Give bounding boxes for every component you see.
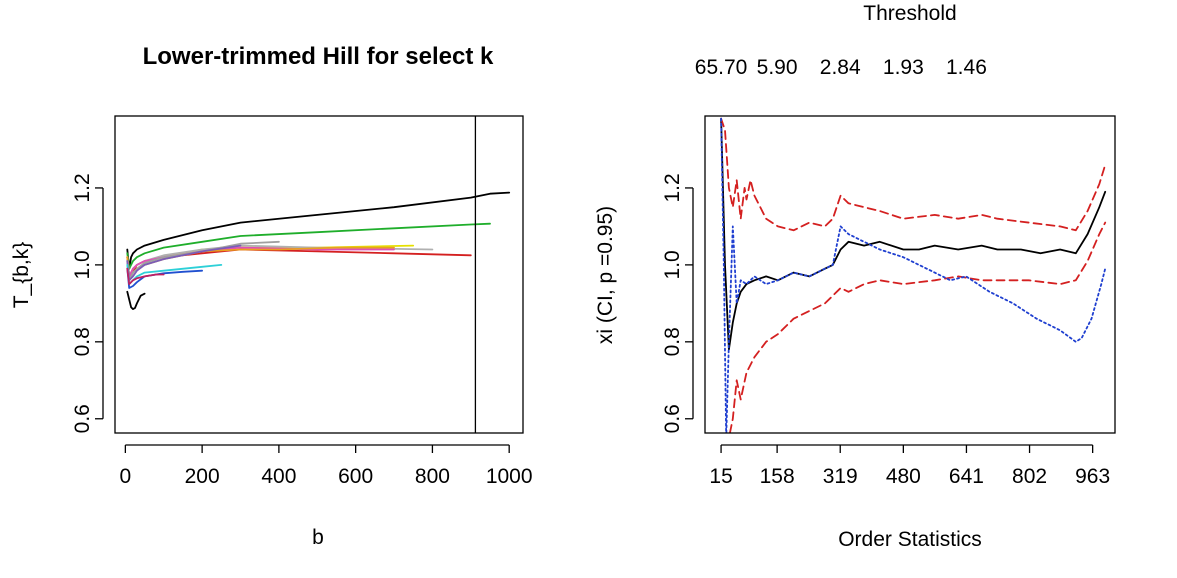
xi-x-tick-label: 802: [1012, 465, 1047, 488]
xi-series-upper-ci: [720, 117, 1107, 232]
xi-x-tick-label: 15: [709, 465, 732, 488]
hill-series-k13: [126, 290, 146, 311]
xi-y-tick-label: 0.8: [661, 327, 684, 356]
hill-series-k11: [126, 267, 204, 289]
xi-ci-frame: [704, 115, 1116, 434]
xi-x-tick-label: 641: [949, 465, 984, 488]
threshold-axis-label: Threshold: [863, 2, 956, 25]
xi-ci-panel: Threshold 15 158 319 480 641 802 963 65.70 5.90…: [594, 2, 1116, 551]
threshold-tick-label: 5.90: [757, 56, 798, 79]
threshold-tick-label: 65.70: [695, 56, 748, 79]
xi-series-xi-estimate: [720, 117, 1107, 351]
xi-ci-y-axis: 0.6 0.8 1.0 1.2: [661, 173, 694, 433]
hill-x-tick-label: 600: [338, 465, 373, 488]
hill-x-tick-label: 0: [120, 465, 132, 488]
xi-ci-series: [720, 117, 1107, 433]
xi-series-lower-ci: [728, 221, 1107, 433]
xi-ci-x-label: Order Statistics: [838, 528, 982, 551]
hill-plot-x-axis: 0 200 400 600 800 1000: [120, 444, 533, 488]
threshold-tick-label: 2.84: [820, 56, 861, 79]
hill-series-k9: [126, 244, 242, 282]
hill-x-tick-label: 800: [415, 465, 450, 488]
hill-x-tick-label: 400: [261, 465, 296, 488]
hill-series-k1: [126, 191, 511, 270]
hill-plot-series: [126, 116, 511, 433]
hill-y-tick-label: 0.8: [71, 327, 94, 356]
hill-plot-panel: Lower-trimmed Hill for select k 0 200 400 6…: [10, 43, 533, 549]
xi-x-tick-label: 319: [823, 465, 858, 488]
hill-x-tick-label: 200: [185, 465, 220, 488]
xi-y-tick-label: 1.0: [661, 250, 684, 279]
hill-x-tick-label: 1000: [486, 465, 533, 488]
hill-plot-frame: [114, 115, 524, 434]
hill-plot-y-label: T_{b,k}: [10, 242, 33, 309]
xi-ci-y-label: xi (CI, p =0.95): [594, 206, 617, 344]
hill-series-k6: [126, 246, 395, 278]
xi-y-tick-label: 1.2: [661, 173, 684, 202]
hill-plot-y-axis: 0.6 0.8 1.0 1.2: [71, 173, 104, 433]
xi-y-tick-label: 0.6: [661, 404, 684, 433]
threshold-tick-label: 1.93: [883, 56, 924, 79]
hill-series-k2: [126, 222, 491, 270]
xi-series-alt-estimate: [720, 117, 1107, 433]
threshold-axis: 65.70 5.90 2.84 1.93 1.46: [695, 56, 987, 79]
hill-plot-title: Lower-trimmed Hill for select k: [143, 43, 494, 70]
hill-series-k12: [126, 267, 165, 286]
hill-plot-x-label: b: [312, 526, 324, 549]
xi-ci-x-axis: 15 158 319 480 641 802 963: [709, 444, 1110, 488]
xi-x-tick-label: 158: [760, 465, 795, 488]
hill-y-tick-label: 1.2: [71, 173, 94, 202]
hill-y-tick-label: 1.0: [71, 250, 94, 279]
threshold-tick-label: 1.46: [946, 56, 987, 79]
xi-x-tick-label: 963: [1075, 465, 1110, 488]
xi-x-tick-label: 480: [886, 465, 921, 488]
hill-y-tick-label: 0.6: [71, 404, 94, 433]
